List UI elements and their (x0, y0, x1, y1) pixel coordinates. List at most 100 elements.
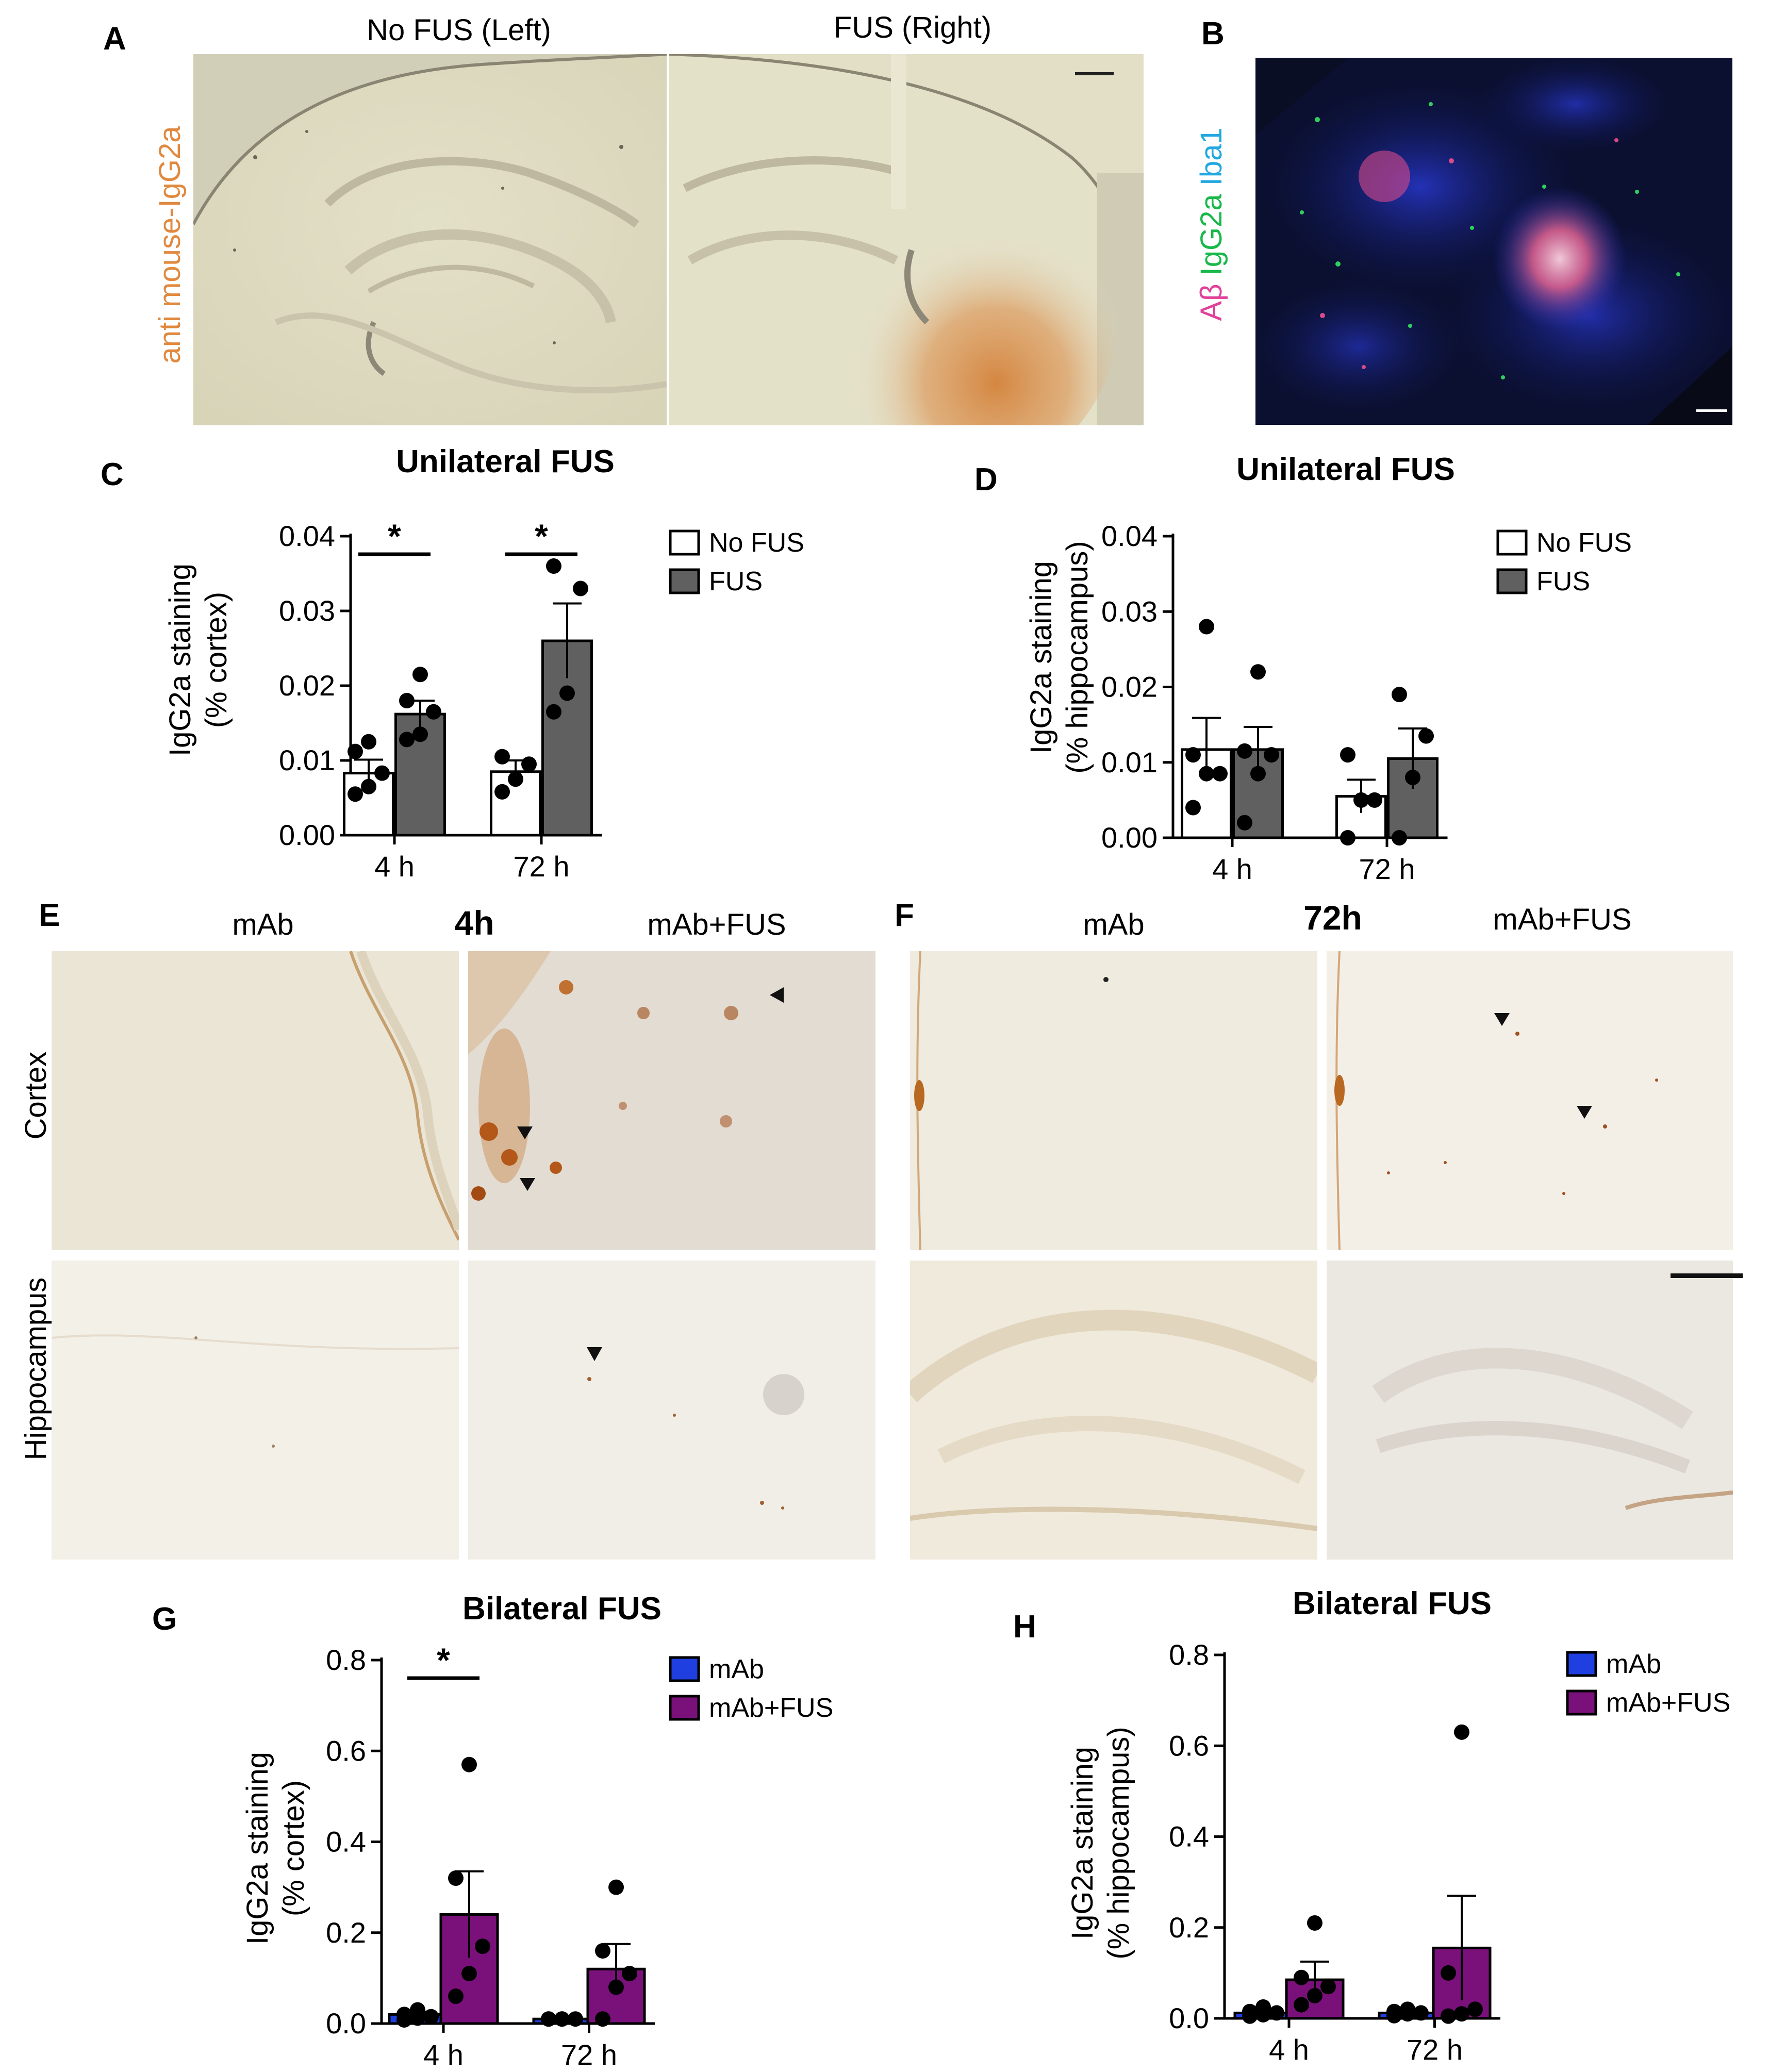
chart-d-data-point (1340, 747, 1355, 763)
chart-h-data-point (1454, 2006, 1469, 2022)
chart-h-ylabel-line2: (% hippocampus) (1102, 1727, 1135, 1960)
chart-d-data-point (1264, 747, 1279, 763)
panel-letter-d: D (974, 462, 998, 498)
chart-g: 0.0 0.2 0.4 0.6 0.8 4 h 72 h * mAb mAb+FUS (326, 1645, 833, 2071)
panel-e-col-left: mAb (232, 908, 294, 941)
panel-a-left-caption: No FUS (Left) (367, 13, 551, 47)
panel-f-cortex-mab-image (910, 951, 1317, 1250)
chart-g-xtick-label: 72 h (561, 2038, 617, 2071)
chart-h-data-point (1269, 2005, 1284, 2021)
chart-c-data-point (494, 749, 510, 765)
chart-c-xtick-label: 4 h (374, 850, 415, 883)
chart-h-ytick-label: 0.2 (1169, 1911, 1209, 1944)
chart-g-xtick-label: 4 h (423, 2038, 464, 2071)
chart-c-data-point (374, 765, 390, 781)
chart-c-data-point (426, 704, 441, 720)
chart-c-data-point (412, 667, 428, 683)
panel-e-cortex-fus-image (468, 951, 875, 1250)
chart-c-ytick-label: 0.00 (279, 819, 335, 851)
chart-d-ytick-label: 0.03 (1101, 595, 1158, 627)
panel-f-scale-bar (1671, 1273, 1743, 1278)
chart-d-ylabel-line1: IgG2a staining (1024, 560, 1058, 754)
chart-c-data-point (573, 581, 588, 596)
panel-f-hippocampus-mab-image (910, 1261, 1317, 1560)
chart-c-legend-swatch (669, 568, 700, 594)
chart-c-data-point (348, 743, 363, 759)
chart-h-ylabel: IgG2a staining (% hippocampus) (1065, 1688, 1142, 1998)
chart-h-data-point (1307, 1987, 1322, 2003)
chart-h-legend-label: mAb+FUS (1606, 1688, 1730, 1718)
chart-c-data-point (559, 685, 575, 701)
panel-letter-g: G (152, 1601, 177, 1637)
panel-letter-h: H (1013, 1609, 1036, 1645)
chart-h-xtick-label: 4 h (1269, 2033, 1309, 2066)
chart-d-data-point (1237, 815, 1252, 831)
chart-h-xtick-label: 72 h (1407, 2033, 1463, 2066)
chart-d-xtick-label: 72 h (1359, 853, 1415, 885)
panel-f-cortex-fus-image (1327, 951, 1733, 1250)
chart-d-data-point (1185, 800, 1201, 816)
chart-c-ytick-label: 0.02 (279, 669, 335, 702)
panel-e-hippocampus-fus-image (468, 1261, 875, 1560)
chart-c-data-point (361, 778, 376, 794)
chart-g-title: Bilateral FUS (462, 1591, 662, 1627)
chart-g-data-point (448, 1988, 464, 2004)
chart-d-data-point (1212, 766, 1228, 782)
panel-e-time: 4h (454, 904, 494, 942)
chart-h-legend-swatch (1566, 1651, 1597, 1677)
panel-f-col-left: mAb (1083, 908, 1145, 941)
panel-e-hippocampus-mab-image (52, 1261, 459, 1560)
chart-h-data-point (1441, 2008, 1456, 2024)
panel-a-stain-label: anti mouse-IgG2a (153, 126, 187, 364)
panel-a-left-brain-image (193, 54, 667, 425)
chart-d-data-point (1418, 728, 1434, 744)
chart-h-data-point (1386, 2003, 1402, 2019)
chart-c-ytick-label: 0.04 (279, 520, 335, 552)
chart-h-data-point (1454, 1724, 1469, 1740)
panel-letter-e: E (39, 898, 60, 933)
chart-d-legend-swatch (1496, 568, 1528, 594)
chart-d-data-point (1185, 747, 1201, 763)
chart-c-legend-swatch (669, 529, 700, 556)
chart-g-data-point (541, 2011, 556, 2027)
chart-g-significance-star: * (437, 1645, 450, 1679)
panel-e-cortex-mab-image (52, 951, 459, 1250)
chart-g-ytick-label: 0.8 (326, 1645, 366, 1676)
chart-h-title: Bilateral FUS (1293, 1586, 1492, 1621)
chart-g-data-point (475, 1938, 490, 1954)
chart-h-data-point (1467, 2001, 1483, 2017)
chart-g-ytick-label: 0.6 (326, 1734, 366, 1767)
chart-g-ytick-label: 0.2 (326, 1916, 366, 1949)
chart-h-data-point (1413, 2005, 1429, 2021)
chart-c-legend-label: No FUS (709, 528, 804, 558)
chart-c-significance-star: * (535, 517, 548, 555)
chart-g-data-point (396, 2007, 412, 2023)
chart-g-data-point (622, 1966, 637, 1982)
chart-h-ytick-label: 0.8 (1169, 1639, 1209, 1671)
chart-c-data-point (399, 732, 415, 748)
chart-d-ytick-label: 0.00 (1101, 821, 1158, 854)
label-abeta: Aβ (1195, 284, 1228, 321)
chart-c-data-point (399, 693, 415, 708)
chart-c-ytick-label: 0.03 (279, 594, 335, 627)
chart-d-data-point (1237, 743, 1252, 759)
chart-d-data-point (1392, 830, 1407, 846)
panel-letter-b: B (1201, 16, 1225, 52)
panel-letter-a: A (103, 21, 126, 57)
chart-h-data-point (1441, 1965, 1456, 1981)
chart-g-legend-label: mAb+FUS (709, 1693, 833, 1723)
chart-h-data-point (1400, 2001, 1415, 2017)
chart-d-legend-swatch (1496, 529, 1528, 556)
panel-e-row-top: Cortex (19, 1051, 53, 1140)
panel-letter-f: F (895, 898, 914, 933)
chart-h-ytick-label: 0.6 (1169, 1729, 1209, 1762)
chart-c-ylabel-line2: (% cortex) (200, 591, 233, 728)
chart-h-ytick-label: 0.4 (1169, 1820, 1209, 1853)
chart-g-data-point (461, 1756, 477, 1772)
chart-d-data-point (1340, 830, 1355, 846)
chart-h-data-point (1320, 1979, 1336, 1995)
chart-d: 0.00 0.01 0.02 0.03 0.04 4 h 72 h No FUS FUS (1101, 520, 1632, 885)
chart-c-data-point (508, 771, 523, 787)
chart-g-data-point (410, 2002, 425, 2018)
chart-g-legend-label: mAb (709, 1654, 764, 1684)
